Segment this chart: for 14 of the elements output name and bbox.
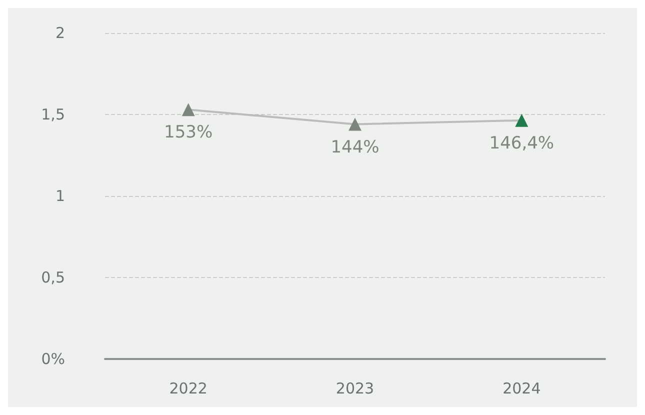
data-label: 153% <box>164 122 213 143</box>
point <box>515 114 528 127</box>
y-tick-label: 1 <box>55 187 65 205</box>
y-tick-label: 1,5 <box>41 106 65 124</box>
point <box>182 103 195 116</box>
x-tick-label: 2023 <box>336 380 374 398</box>
x-tick-label: 2024 <box>502 380 541 398</box>
y-tick-label: 0,5 <box>41 268 65 286</box>
y-tick-label: 0% <box>41 350 65 368</box>
data-label: 144% <box>330 137 380 158</box>
x-tick-label: 2022 <box>169 380 208 398</box>
y-tick-label: 2 <box>55 24 65 42</box>
point <box>348 118 362 131</box>
data-label: 146,4% <box>489 133 554 154</box>
